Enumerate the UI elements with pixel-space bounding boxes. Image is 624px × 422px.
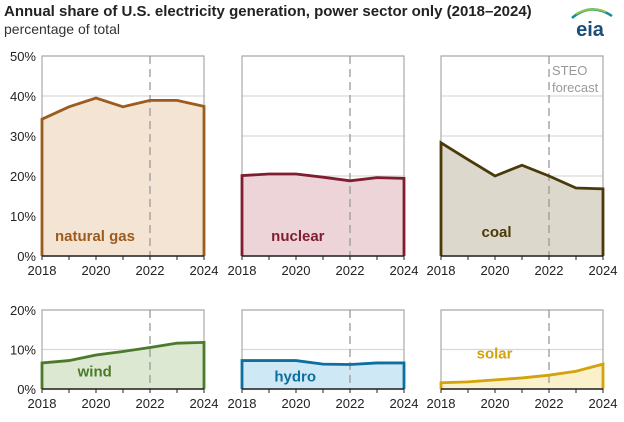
y-tick-label: 0% (17, 249, 36, 264)
y-tick-label: 0% (17, 382, 36, 397)
x-tick-label: 2022 (336, 263, 365, 278)
eia-logo: eia (571, 8, 613, 40)
y-tick-label: 30% (10, 129, 36, 144)
y-tick-label: 10% (10, 343, 36, 358)
series-label: nuclear (271, 228, 325, 245)
x-tick-label: 2020 (481, 396, 510, 411)
x-tick-label: 2018 (427, 263, 456, 278)
series-label: natural gas (55, 228, 135, 245)
y-tick-label: 10% (10, 209, 36, 224)
area-fill (242, 174, 404, 256)
area-fill (42, 98, 204, 256)
x-tick-label: 2018 (28, 263, 57, 278)
y-tick-label: 20% (10, 303, 36, 318)
x-tick-label: 2018 (28, 396, 57, 411)
panel-natural-gas: 0% 10% 20% 30% 40% 50% 2018 2020 2022 2024 natural… (10, 49, 218, 278)
y-tick-label: 20% (10, 169, 36, 184)
x-tick-label: 2020 (282, 263, 311, 278)
x-tick-label: 2020 (481, 263, 510, 278)
y-tick-label: 40% (10, 89, 36, 104)
panel-coal: 2018 2020 2022 2024 coal STEO forecast (427, 55, 618, 278)
area-fill (441, 364, 603, 389)
x-tick-label: 2018 (228, 263, 257, 278)
x-tick-label: 2022 (136, 396, 165, 411)
x-tick-label: 2024 (390, 263, 419, 278)
forecast-label: STEO (552, 63, 587, 78)
panel-nuclear: 2018 2020 2022 2024 nuclear (228, 55, 419, 278)
x-tick-label: 2022 (535, 263, 564, 278)
series-label: hydro (274, 368, 316, 385)
x-tick-label: 2022 (535, 396, 564, 411)
x-tick-label: 2024 (589, 263, 618, 278)
x-tick-label: 2018 (427, 396, 456, 411)
x-tick-label: 2024 (190, 396, 219, 411)
logo-text: eia (576, 19, 605, 40)
forecast-label: forecast (552, 80, 599, 95)
x-tick-label: 2022 (336, 396, 365, 411)
series-label: coal (482, 224, 512, 241)
x-tick-label: 2020 (282, 396, 311, 411)
chart-title: Annual share of U.S. electricity generat… (4, 3, 532, 20)
series-label: wind (77, 364, 112, 381)
area-fill (42, 342, 204, 389)
area-fill (441, 142, 603, 256)
x-tick-label: 2024 (190, 263, 219, 278)
chart-subtitle: percentage of total (4, 21, 120, 37)
x-tick-label: 2020 (82, 396, 111, 411)
panel-solar: 2018 2020 2022 2024 solar (427, 309, 618, 411)
x-tick-label: 2024 (589, 396, 618, 411)
x-tick-label: 2018 (228, 396, 257, 411)
area-fill (242, 360, 404, 389)
series-label: solar (477, 345, 513, 362)
y-tick-label: 50% (10, 49, 36, 64)
x-tick-label: 2020 (82, 263, 111, 278)
panel-hydro: 2018 2020 2022 2024 hydro (228, 309, 419, 411)
x-tick-label: 2022 (136, 263, 165, 278)
panel-wind: 0% 10% 20% 2018 2020 2022 2024 wind (10, 303, 218, 411)
x-tick-label: 2024 (390, 396, 419, 411)
